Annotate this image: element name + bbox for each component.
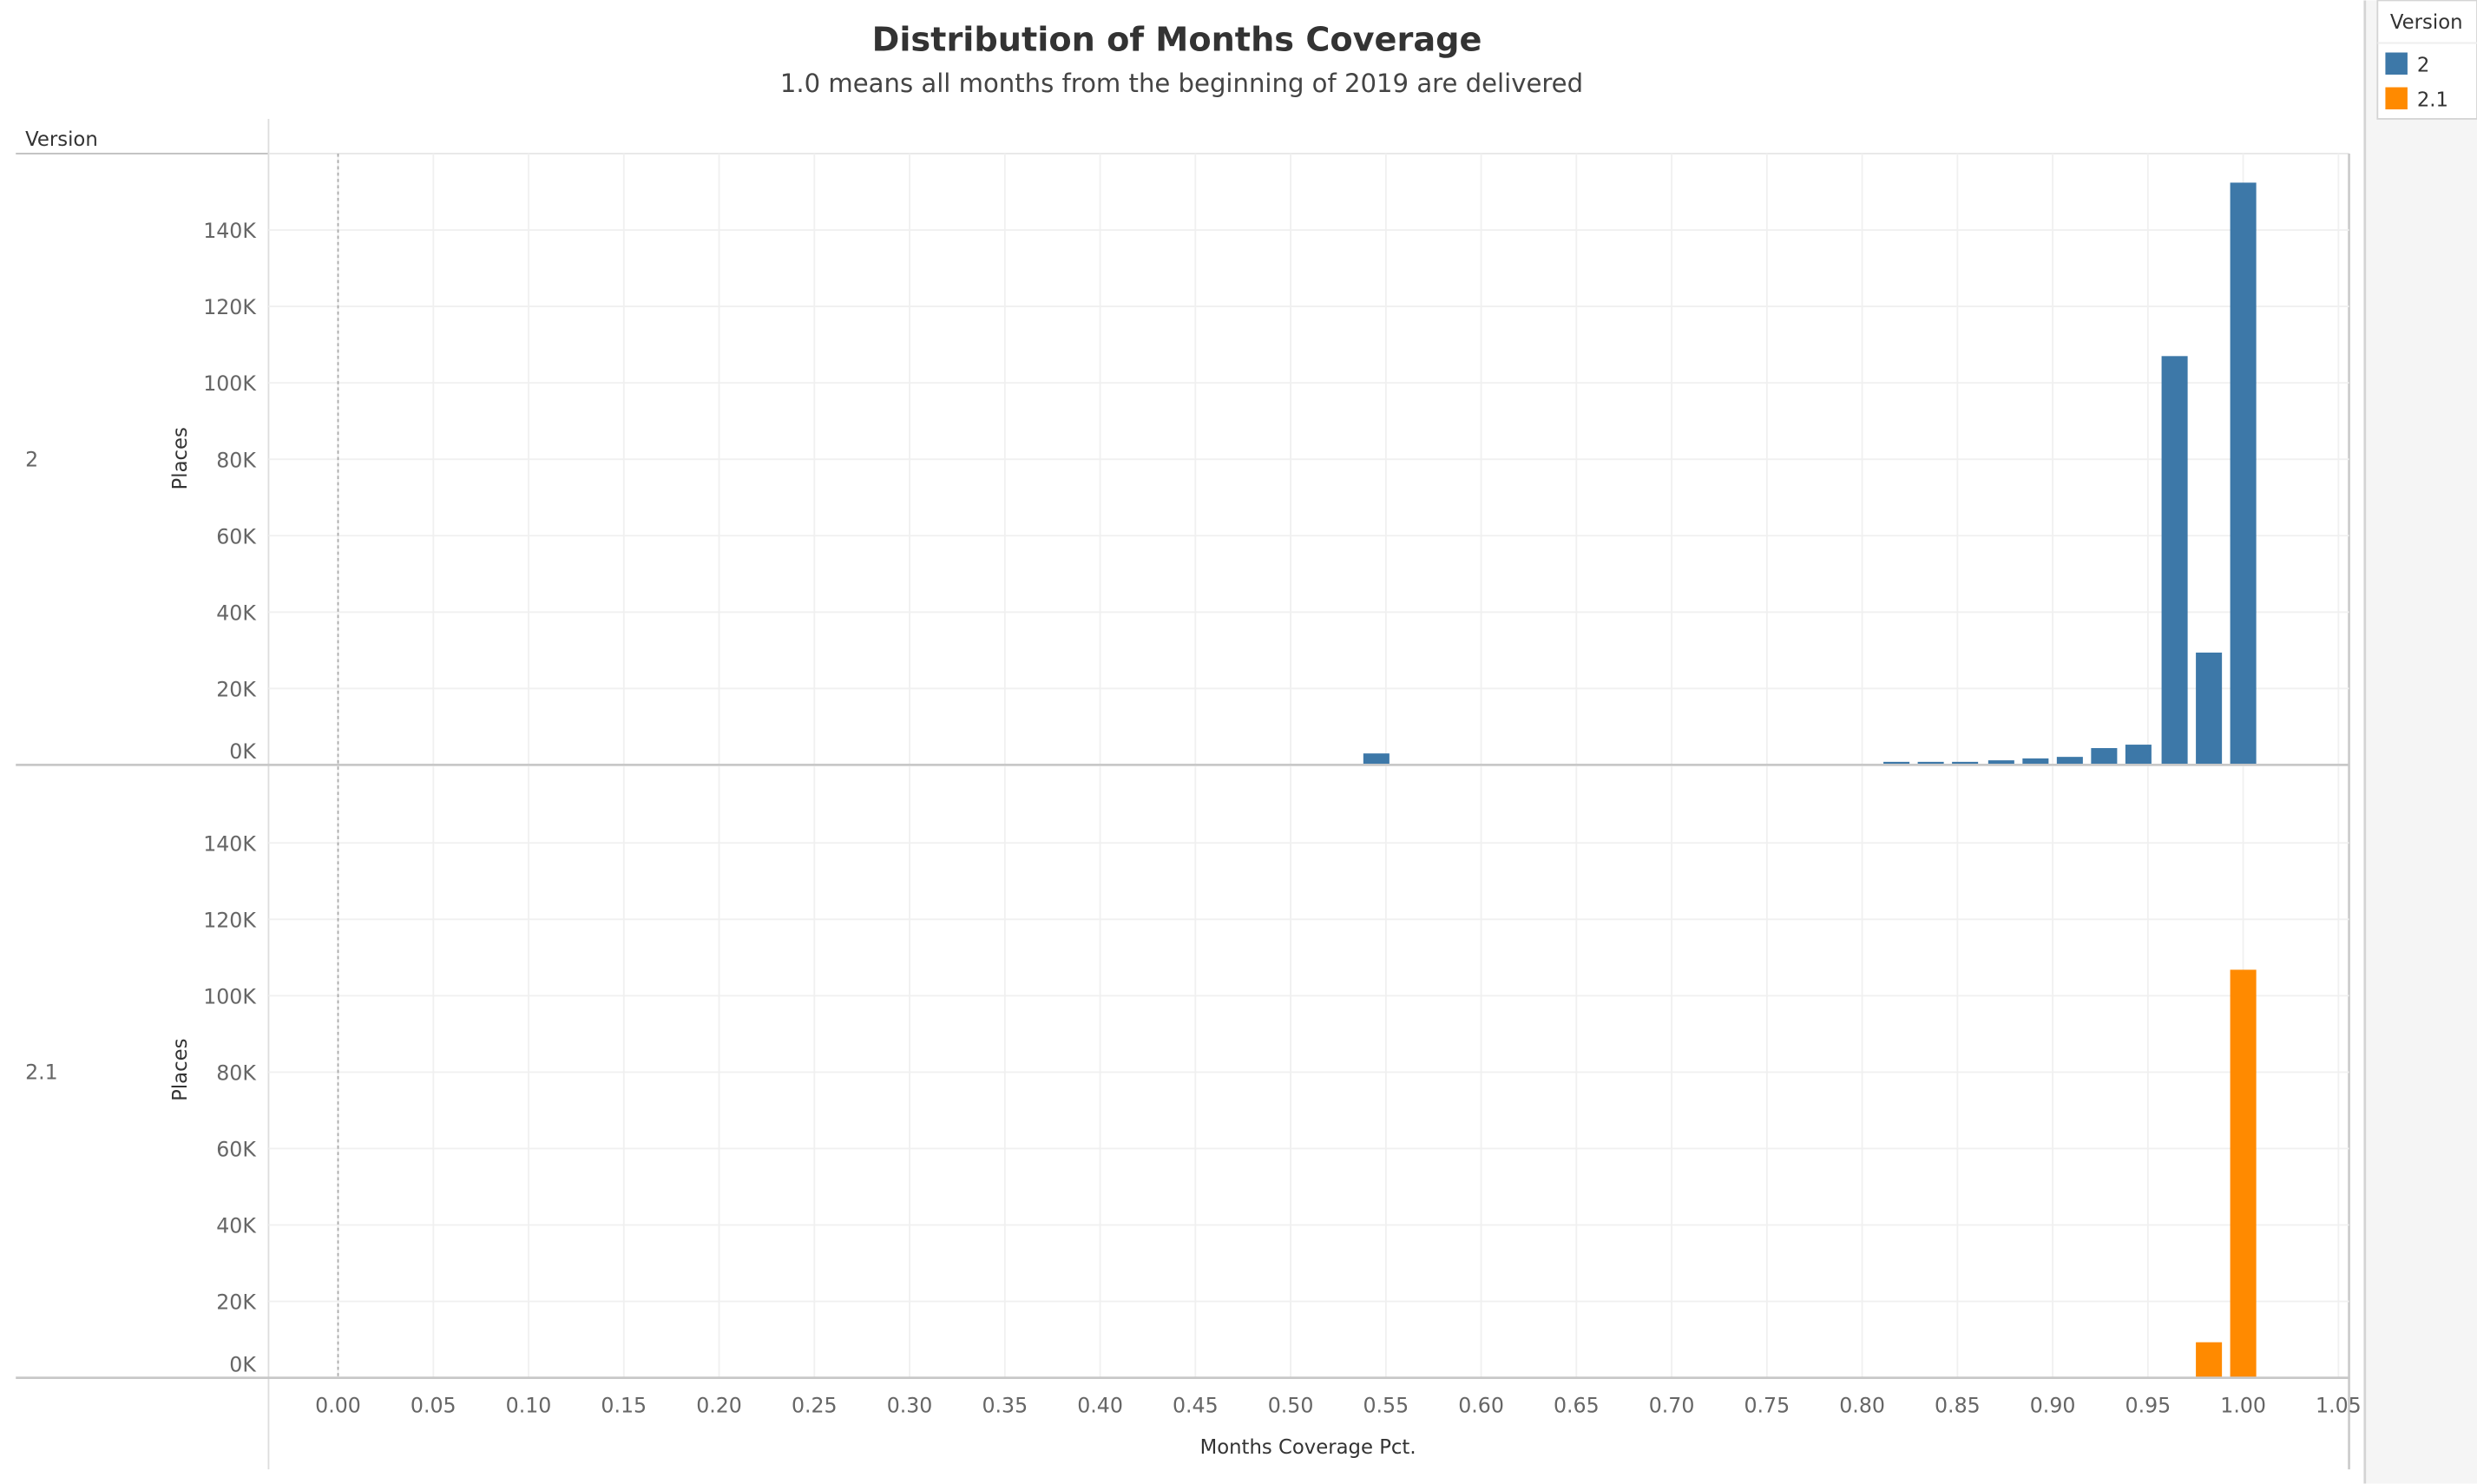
legend-label-2-1: 2.1 xyxy=(2417,89,2448,111)
bar-2-0.818[interactable] xyxy=(1883,761,1910,765)
chart-title: Distribution of Months Coverage xyxy=(872,22,1482,60)
y-axis-label-top: Places xyxy=(169,427,192,489)
bar-2-0.964[interactable] xyxy=(2161,356,2188,765)
y-tick-label: 0K xyxy=(229,1352,257,1376)
bar-2-0.854[interactable] xyxy=(1952,761,1979,765)
x-tick-label: 0.70 xyxy=(1649,1394,1695,1418)
legend-swatch-2 xyxy=(2385,52,2408,75)
x-tick-label: 0.10 xyxy=(506,1394,552,1418)
y-tick-label: 140K xyxy=(203,831,257,856)
x-tick-label: 0.85 xyxy=(1935,1394,1981,1418)
bar-2-0.982[interactable] xyxy=(2196,652,2223,765)
chart-subtitle: 1.0 means all months from the beginning … xyxy=(780,69,1583,98)
legend-title: Version xyxy=(2390,11,2463,34)
x-tick-label: 0.40 xyxy=(1077,1394,1123,1418)
side-panel xyxy=(2364,0,2477,1484)
y-tick-label: 100K xyxy=(203,371,257,396)
bar-2-1[interactable] xyxy=(2230,182,2257,765)
x-tick-label: 0.30 xyxy=(887,1394,933,1418)
bars xyxy=(1363,182,2257,1378)
bar-2-0.545[interactable] xyxy=(1363,753,1390,765)
y-tick-label: 0K xyxy=(229,739,257,764)
row-label-2: 2 xyxy=(25,447,38,471)
y-tick-label: 20K xyxy=(216,1290,257,1315)
row-header: Version xyxy=(25,128,98,151)
x-tick-label: 0.50 xyxy=(1268,1394,1314,1418)
axes: 0K 20K 40K 60K 80K 100K 120K 140K 0K 20K 40K 60K 80K… xyxy=(16,219,2362,1418)
y-axis-label-bottom: Places xyxy=(169,1039,192,1101)
y-tick-label: 40K xyxy=(216,1214,257,1238)
y-tick-label: 60K xyxy=(216,524,257,548)
y-tick-label: 140K xyxy=(203,219,257,243)
x-tick-label: 0.20 xyxy=(696,1394,742,1418)
x-axis-label: Months Coverage Pct. xyxy=(1200,1436,1416,1459)
y-tick-label: 20K xyxy=(216,677,257,701)
x-tick-label: 0.45 xyxy=(1173,1394,1219,1418)
x-tick-label: 0.75 xyxy=(1744,1394,1790,1418)
x-tick-label: 0.05 xyxy=(411,1394,457,1418)
row-label-2-1: 2.1 xyxy=(25,1060,58,1085)
bar-2-0.891[interactable] xyxy=(2022,758,2049,765)
bar-2-0.873[interactable] xyxy=(1988,760,2014,765)
x-tick-label: 0.35 xyxy=(982,1394,1028,1418)
x-tick-label: 0.95 xyxy=(2125,1394,2171,1418)
legend[interactable]: Version 2 2.1 xyxy=(2376,0,2477,120)
bar-2.1-0.982[interactable] xyxy=(2196,1342,2223,1378)
legend-swatch-2-1 xyxy=(2385,87,2408,110)
x-tick-label: 0.00 xyxy=(315,1394,361,1418)
bar-2-0.909[interactable] xyxy=(2056,757,2083,765)
x-tick-label: 0.15 xyxy=(601,1394,647,1418)
x-tick-label: 0.65 xyxy=(1554,1394,1600,1418)
y-tick-label: 40K xyxy=(216,601,257,625)
bar-2-0.836[interactable] xyxy=(1917,761,1944,765)
x-tick-label: 0.60 xyxy=(1458,1394,1504,1418)
x-tick-label: 1.00 xyxy=(2220,1394,2266,1418)
y-tick-label: 60K xyxy=(216,1138,257,1162)
y-tick-label: 80K xyxy=(216,448,257,472)
x-tick-label: 0.90 xyxy=(2030,1394,2076,1418)
bar-2.1-1[interactable] xyxy=(2230,969,2257,1378)
bar-2-0.945[interactable] xyxy=(2125,745,2152,765)
legend-label-2: 2 xyxy=(2417,54,2429,76)
x-tick-label: 0.55 xyxy=(1363,1394,1409,1418)
y-tick-label: 100K xyxy=(203,984,257,1008)
x-tick-label: 1.05 xyxy=(2316,1394,2362,1418)
bar-2-0.927[interactable] xyxy=(2091,748,2118,765)
y-tick-label: 120K xyxy=(203,908,257,932)
y-tick-label: 80K xyxy=(216,1061,257,1086)
x-tick-label: 0.25 xyxy=(792,1394,838,1418)
x-tick-label: 0.80 xyxy=(1839,1394,1885,1418)
y-tick-label: 120K xyxy=(203,295,257,319)
